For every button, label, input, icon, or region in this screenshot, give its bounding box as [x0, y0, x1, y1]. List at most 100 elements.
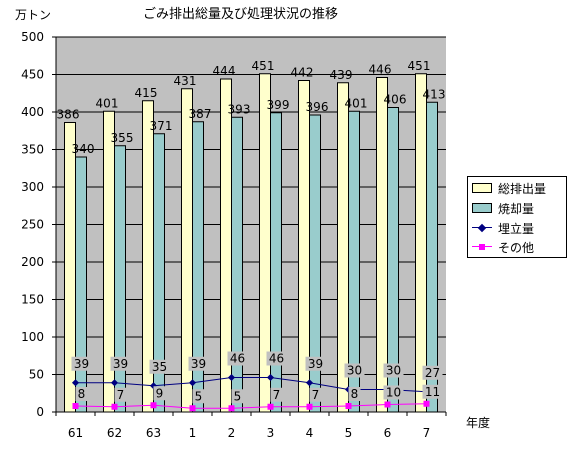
bar-value-label: 393 [228, 102, 251, 116]
y-tick-label: 50 [29, 368, 44, 382]
line-label-bg [270, 387, 283, 402]
line-label-bg [383, 385, 404, 400]
line-value-label: 39 [191, 357, 206, 371]
bar-value-label: 386 [57, 108, 80, 122]
legend-item-landfill: 埋立量 [472, 219, 534, 237]
bar-value-label: 451 [408, 59, 431, 73]
line-value-label: 7 [273, 388, 281, 402]
line-point [72, 403, 79, 409]
bar-value-label: 451 [252, 59, 275, 73]
line-value-label: 35 [152, 360, 167, 374]
legend-swatch-other [472, 242, 492, 252]
legend-swatch-total [472, 183, 492, 193]
line-label-bg [227, 351, 248, 366]
bar-value-label: 371 [150, 119, 173, 133]
line-point [266, 373, 275, 382]
y-tick-label: 300 [21, 180, 44, 194]
bar-value-label: 401 [345, 96, 368, 110]
bar-value-label: 401 [96, 96, 119, 110]
line-label-bg [422, 384, 443, 399]
line-point [306, 403, 313, 410]
x-tick-label: 3 [267, 426, 275, 440]
bar [75, 156, 87, 413]
line-label-bg [348, 387, 361, 401]
line-value-label: 30 [347, 364, 362, 378]
legend-swatch-landfill [472, 223, 492, 233]
series-line [75, 403, 427, 409]
x-tick-label: 61 [68, 426, 83, 440]
y-tick-label: 200 [21, 255, 44, 269]
legend-swatch-incinerated [472, 203, 492, 213]
line-label-bg [309, 387, 322, 402]
line-label-bg [422, 365, 443, 380]
line-value-label: 39 [74, 357, 89, 371]
x-tick-label: 1 [189, 426, 197, 440]
series-line [75, 377, 427, 393]
line-label-bg [110, 356, 131, 371]
bar-value-label: 355 [111, 131, 134, 145]
bar [376, 77, 388, 413]
line-label-bg [266, 351, 287, 366]
legend-label-landfill: 埋立量 [498, 221, 535, 236]
line-label-bg [114, 387, 127, 402]
line-label-bg [75, 387, 88, 401]
line-value-label: 39 [113, 357, 128, 371]
line-value-label: 7 [312, 388, 320, 402]
y-tick-label: 150 [21, 293, 44, 307]
bar [415, 73, 427, 413]
line-value-label: 30 [386, 364, 401, 378]
bar-value-label: 446 [369, 63, 392, 77]
bar-value-label: 444 [213, 64, 236, 78]
y-axis-label: 万トン [15, 8, 51, 22]
bar-value-label: 406 [384, 93, 407, 107]
line-point [188, 379, 197, 387]
bar-value-label: 387 [189, 107, 212, 121]
line-point [110, 379, 119, 387]
legend-label-incinerated: 焼却量 [498, 201, 535, 216]
x-axis-label: 年度 [466, 415, 490, 430]
bar [231, 116, 243, 413]
x-tick-label: 62 [107, 426, 122, 440]
legend-label-other: その他 [498, 240, 535, 255]
y-tick-label: 0 [36, 405, 44, 419]
lines [71, 373, 431, 412]
line-point [305, 379, 314, 387]
legend-item-incinerated: 焼却量 [472, 199, 534, 217]
line-value-label: 46 [269, 352, 284, 366]
line-value-label: 10 [386, 386, 401, 400]
legend: 総排出量 焼却量 埋立量 その他 [467, 176, 567, 258]
legend-item-other: その他 [472, 238, 534, 256]
line-value-label: 8 [78, 387, 86, 401]
line-value-label: 9 [156, 386, 164, 400]
line-point [111, 403, 118, 410]
legend-item-total: 総排出量 [472, 179, 546, 197]
bar-value-label: 396 [306, 100, 329, 114]
line-label-bg [149, 359, 170, 374]
bar [114, 145, 126, 413]
line-point [345, 403, 352, 409]
y-tick-label: 500 [21, 30, 44, 44]
bar-value-label: 431 [174, 74, 197, 88]
bar-value-label: 399 [267, 98, 290, 112]
line-value-label: 7 [117, 388, 125, 402]
bar-value-label: 340 [72, 142, 95, 156]
line-value-label: 27 [425, 366, 440, 380]
line-point [228, 405, 235, 412]
line-point [189, 405, 196, 412]
line-value-label: 5 [195, 389, 203, 403]
line-label-bg [71, 356, 92, 371]
line-value-label: 39 [308, 357, 323, 371]
line-label-bg [383, 363, 404, 378]
line-point [227, 373, 236, 382]
x-tick-label: 5 [345, 426, 353, 440]
line-label-bg [344, 363, 365, 378]
line-value-label: 11 [425, 385, 440, 399]
y-tick-label: 350 [21, 143, 44, 157]
bar-value-label: 442 [291, 66, 314, 80]
x-tick-label: 6 [384, 426, 392, 440]
bar [270, 112, 282, 413]
line-label-bg [192, 389, 205, 404]
